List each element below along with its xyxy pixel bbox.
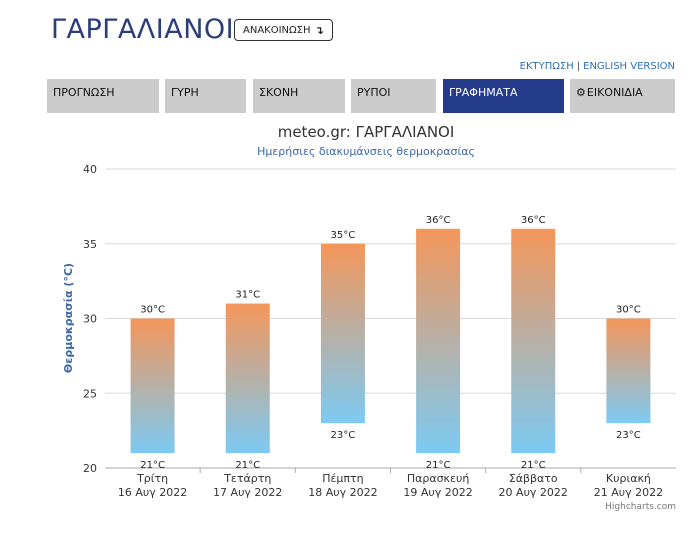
gear-icon: ⚙ bbox=[576, 86, 586, 99]
high-temp-label: 36°C bbox=[426, 215, 451, 226]
x-tick-day: Πέμπτη bbox=[322, 472, 363, 485]
main-tabs: ΠΡΟΓΝΩΣΗ ΓΥΡΗ ΣΚΟΝΗ ΡΥΠΟΙ ΓΡΑΦΗΜΑΤΑ ⚙ΕΙΚ… bbox=[47, 79, 675, 113]
temperature-bar[interactable] bbox=[320, 243, 365, 424]
x-tick-date: 18 Αυγ 2022 bbox=[308, 486, 377, 499]
tab-label: ΓΡΑΦΗΜΑΤΑ bbox=[449, 86, 518, 99]
x-tick-day: Σάββατο bbox=[509, 472, 558, 485]
x-tick-date: 21 Αυγ 2022 bbox=[594, 486, 663, 499]
temperature-chart: meteo.gr: ΓΑΡΓΑΛΙΑΝΟΙ Ημερήσιες διακυμάν… bbox=[0, 117, 691, 538]
chart-title: meteo.gr: ΓΑΡΓΑΛΙΑΝΟΙ bbox=[278, 123, 455, 141]
arrow-down-right-icon: ↴ bbox=[314, 23, 324, 37]
grid-lines bbox=[105, 168, 676, 469]
x-tick-day: Τετάρτη bbox=[223, 472, 271, 485]
low-temp-label: 21°C bbox=[521, 460, 546, 471]
x-tick-day: Τρίτη bbox=[136, 472, 168, 485]
top-links: ΕΚΤΥΠΩΣΗ | ENGLISH VERSION bbox=[520, 61, 675, 72]
temperature-bar[interactable] bbox=[606, 318, 651, 424]
x-tick-date: 17 Αυγ 2022 bbox=[213, 486, 282, 499]
tab-dust[interactable]: ΣΚΟΝΗ bbox=[253, 79, 345, 113]
temperature-bar[interactable] bbox=[225, 303, 270, 454]
chart-svg: meteo.gr: ΓΑΡΓΑΛΙΑΝΟΙ Ημερήσιες διακυμάν… bbox=[62, 123, 676, 512]
high-temp-label: 30°C bbox=[140, 305, 165, 316]
low-temp-label: 23°C bbox=[331, 430, 356, 441]
y-axis-ticks: 20 25 30 35 40 bbox=[83, 163, 97, 475]
y-tick-label: 30 bbox=[83, 313, 97, 326]
link-separator: | bbox=[576, 61, 581, 72]
tab-graphs[interactable]: ΓΡΑΦΗΜΑΤΑ bbox=[443, 79, 564, 113]
tab-label: ΓΥΡΗ bbox=[171, 86, 199, 99]
high-temp-label: 30°C bbox=[616, 305, 641, 316]
tab-label: ΕΙΚΟΝΙΔΙΑ bbox=[586, 86, 643, 99]
english-version-link[interactable]: ENGLISH VERSION bbox=[583, 61, 675, 72]
data-labels: 30°C 21°C 31°C 21°C 35°C 23°C 36°C 21°C 36°C 21°C… bbox=[140, 215, 641, 471]
high-temp-label: 36°C bbox=[521, 215, 546, 226]
x-tick-day: Παρασκευή bbox=[407, 472, 470, 485]
temperature-bar[interactable] bbox=[511, 228, 556, 454]
announcement-label: ΑΝΑΚΟΙΝΩΣΗ bbox=[243, 24, 311, 36]
page-title: ΓΑΡΓΑΛΙΑΝΟΙ bbox=[51, 14, 235, 45]
temperature-bar[interactable] bbox=[130, 318, 175, 454]
x-tick-date: 20 Αυγ 2022 bbox=[499, 486, 568, 499]
y-tick-label: 20 bbox=[83, 462, 97, 475]
low-temp-label: 21°C bbox=[235, 460, 260, 471]
high-temp-label: 31°C bbox=[235, 290, 260, 301]
y-tick-label: 40 bbox=[83, 163, 97, 176]
low-temp-label: 21°C bbox=[140, 460, 165, 471]
y-axis-title: Θερμοκρασία (°C) bbox=[62, 263, 75, 373]
highcharts-credit[interactable]: Highcharts.com bbox=[605, 502, 676, 512]
chart-subtitle: Ημερήσιες διακυμάνσεις θερμοκρασίας bbox=[257, 145, 475, 158]
low-temp-label: 21°C bbox=[426, 460, 451, 471]
low-temp-label: 23°C bbox=[616, 430, 641, 441]
tab-forecast[interactable]: ΠΡΟΓΝΩΣΗ bbox=[47, 79, 159, 113]
print-link[interactable]: ΕΚΤΥΠΩΣΗ bbox=[519, 61, 574, 72]
x-tick-day: Κυριακή bbox=[606, 472, 651, 485]
tab-label: ΡΥΠΟΙ bbox=[357, 86, 391, 99]
bars bbox=[130, 228, 651, 454]
announcement-button[interactable]: ΑΝΑΚΟΙΝΩΣΗ ↴ bbox=[234, 19, 333, 41]
tab-icons[interactable]: ⚙ΕΙΚΟΝΙΔΙΑ bbox=[570, 79, 675, 113]
x-tick-date: 16 Αυγ 2022 bbox=[118, 486, 187, 499]
y-tick-label: 25 bbox=[83, 387, 97, 400]
tab-label: ΠΡΟΓΝΩΣΗ bbox=[53, 86, 115, 99]
y-tick-label: 35 bbox=[83, 238, 97, 251]
temperature-bar[interactable] bbox=[416, 228, 461, 454]
x-tick-date: 19 Αυγ 2022 bbox=[403, 486, 472, 499]
tab-label: ΣΚΟΝΗ bbox=[259, 86, 299, 99]
tab-pollen[interactable]: ΓΥΡΗ bbox=[165, 79, 246, 113]
tab-pollutants[interactable]: ΡΥΠΟΙ bbox=[351, 79, 436, 113]
high-temp-label: 35°C bbox=[331, 230, 356, 241]
